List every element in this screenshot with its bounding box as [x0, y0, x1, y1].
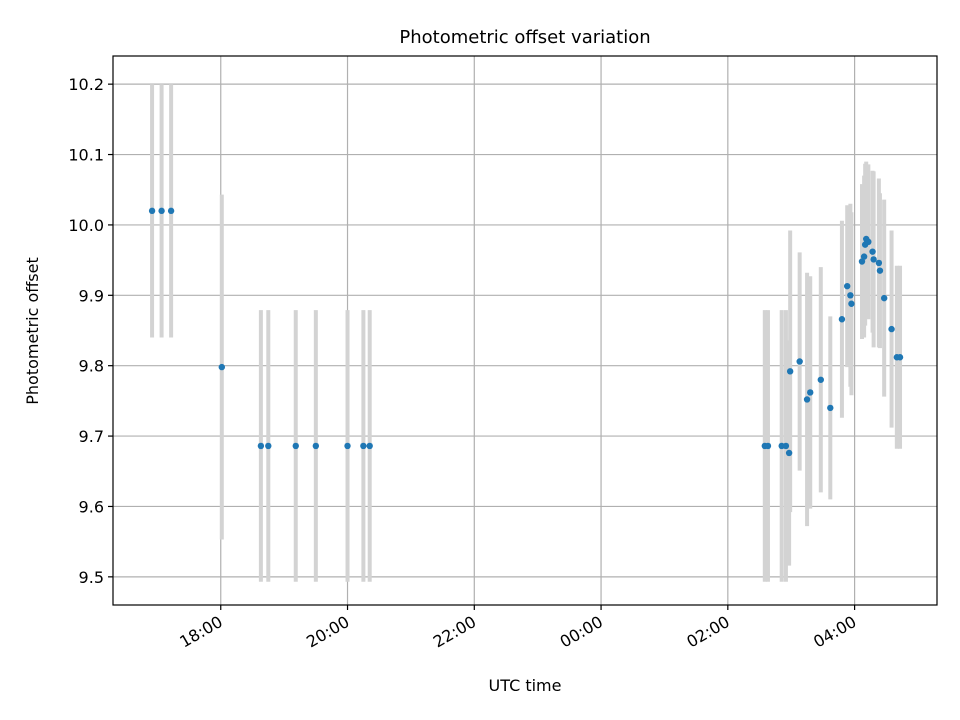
grid-layer	[113, 56, 937, 605]
data-point	[838, 316, 846, 323]
data-point	[858, 258, 866, 265]
data-point	[847, 292, 854, 299]
data-point	[158, 207, 165, 215]
y-tick-label: 9.6	[79, 497, 104, 516]
y-tick-label: 9.7	[79, 427, 104, 446]
data-point	[167, 207, 175, 215]
y-tick-label: 10.0	[68, 216, 104, 235]
data-point	[860, 253, 868, 260]
data-point	[257, 442, 265, 450]
data-point	[292, 442, 299, 450]
y-tick-label: 9.5	[79, 568, 104, 587]
data-point	[796, 358, 803, 365]
x-tick-label: 18:00	[176, 612, 225, 652]
data-point	[817, 376, 824, 383]
data-point	[880, 294, 888, 302]
data-point	[865, 238, 872, 246]
errorbar-layer	[150, 84, 903, 582]
chart-title: Photometric offset variation	[399, 27, 650, 48]
plot-frame	[112, 55, 938, 606]
data-point	[265, 442, 272, 450]
data-point	[764, 442, 772, 450]
data-point	[888, 325, 895, 333]
x-axis-label: UTC time	[489, 676, 562, 695]
x-tick-label: 20:00	[303, 612, 352, 652]
data-point	[875, 259, 883, 267]
data-point	[312, 442, 320, 450]
y-tick-label: 10.2	[68, 75, 104, 94]
y-tick-label: 9.8	[79, 357, 104, 376]
data-point	[803, 396, 811, 403]
data-point	[827, 404, 834, 412]
data-point	[807, 389, 814, 396]
x-tick-label: 02:00	[683, 612, 732, 652]
data-point	[786, 368, 794, 375]
x-tick-label: 22:00	[430, 612, 479, 652]
data-point	[344, 442, 351, 450]
x-tick-label: 04:00	[810, 612, 859, 652]
data-point	[876, 267, 884, 274]
tick-layer: 18:00 20:00 22:00 00:00 02:00 04:00 9.5 9.6 9.7 9…	[68, 75, 859, 651]
data-point	[148, 207, 156, 215]
y-axis-label: Photometric offset	[23, 257, 42, 405]
data-point	[844, 282, 851, 290]
y-tick-label: 10.1	[68, 146, 104, 165]
data-point	[848, 300, 855, 307]
data-point	[218, 363, 226, 371]
data-point	[366, 442, 373, 450]
data-point	[782, 442, 790, 450]
x-tick-label: 00:00	[557, 612, 606, 652]
data-point	[870, 256, 877, 263]
data-point	[896, 354, 904, 361]
data-point	[360, 442, 367, 450]
data-point	[869, 248, 876, 255]
point-layer	[148, 207, 904, 457]
y-tick-label: 9.9	[79, 286, 104, 305]
data-point	[785, 449, 793, 457]
